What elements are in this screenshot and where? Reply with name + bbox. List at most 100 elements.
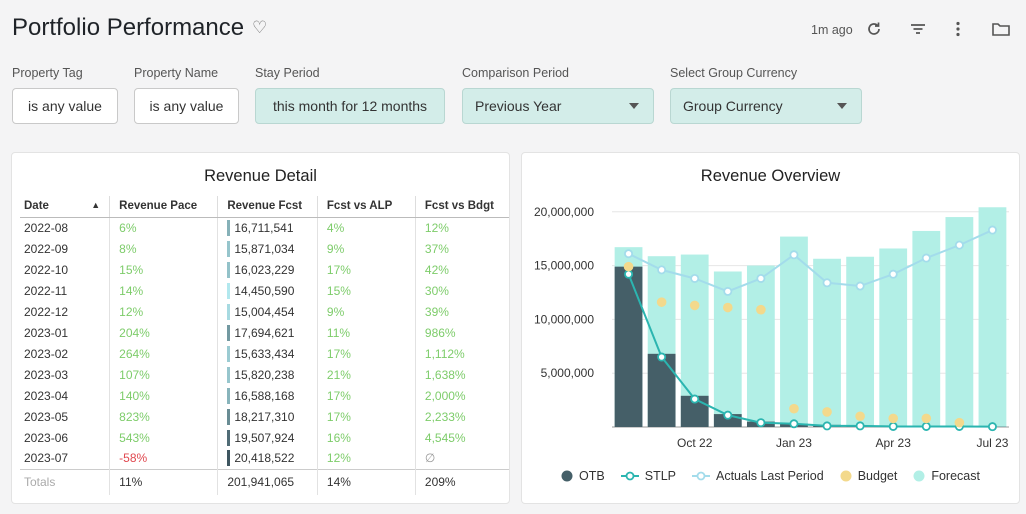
- actuals-last-period-point: [789, 250, 799, 260]
- legend-symbol: [561, 470, 573, 482]
- forecast-bar: [945, 217, 974, 427]
- legend-item[interactable]: STLP: [620, 469, 676, 483]
- header: Portfolio Performance ♡ 1m ago: [0, 0, 1026, 62]
- x-tick-label: Jul 23: [976, 436, 1008, 450]
- filter-label: Stay Period: [255, 66, 320, 80]
- actuals-last-period-point: [756, 273, 766, 283]
- fcst-bar: [227, 303, 231, 320]
- filter-label: Property Tag: [12, 66, 83, 80]
- cell-revenue-fcst-value: 16,711,541: [234, 220, 294, 235]
- cell-date: 2023-04: [24, 388, 69, 403]
- fcst-bar: [227, 366, 231, 383]
- page-title: Portfolio Performance: [12, 14, 245, 41]
- filter-label: Select Group Currency: [670, 66, 798, 80]
- legend-symbol: [620, 470, 639, 482]
- legend-item[interactable]: Budget: [840, 469, 897, 483]
- budget-point: [623, 261, 634, 272]
- table-row[interactable]: 2023-01 204% 17,694,621 11% 986%: [20, 322, 509, 343]
- group-currency-select[interactable]: Group Currency: [670, 88, 862, 124]
- filter-stay-period: Stay Period this month for 12 months: [255, 66, 445, 124]
- column-header-date[interactable]: Date ▲: [20, 196, 110, 218]
- cell-revenue-fcst-value: 16,588,168: [234, 388, 295, 403]
- fcst-bar: [227, 219, 231, 236]
- column-header-revenue-pace[interactable]: Revenue Pace: [109, 196, 218, 218]
- y-tick-label: 10,000,000: [534, 312, 594, 326]
- cell-revenue-pace: 543%: [109, 427, 218, 448]
- sort-ascending-icon[interactable]: ▲: [91, 200, 101, 211]
- revenue-overview-card: Revenue Overview 5,000,000 10,000,000 15,0…: [521, 152, 1020, 504]
- table-row[interactable]: 2022-10 15% 16,023,229 17% 42%: [20, 259, 509, 280]
- more-options-icon[interactable]: [948, 20, 968, 40]
- cell-fcst-vs-bdgt: 12%: [414, 217, 509, 238]
- cell-fcst-vs-bdgt: 30%: [414, 280, 509, 301]
- filter-comparison-period: Comparison Period Previous Year: [462, 66, 654, 124]
- table-row[interactable]: 2022-12 12% 15,004,454 9% 39%: [20, 301, 509, 322]
- cell-revenue-fcst: 16,588,168: [217, 385, 318, 406]
- stlp-point: [756, 418, 766, 428]
- cell-fcst-vs-alp: 17%: [316, 385, 416, 406]
- comparison-period-select[interactable]: Previous Year: [462, 88, 654, 124]
- fcst-bar: [227, 240, 231, 257]
- cell-fcst-vs-alp: 9%: [316, 238, 416, 259]
- table-row[interactable]: 2022-08 6% 16,711,541 4% 12%: [20, 217, 509, 238]
- legend-item[interactable]: OTB: [561, 469, 605, 483]
- y-tick-label: 15,000,000: [534, 259, 594, 273]
- folder-icon[interactable]: [990, 20, 1012, 40]
- fcst-bar: [227, 408, 231, 425]
- table-row[interactable]: 2023-05 823% 18,217,310 17% 2,233%: [20, 406, 509, 427]
- legend-symbol: [913, 470, 925, 482]
- property-name-input[interactable]: is any value: [134, 88, 239, 124]
- cell-revenue-fcst: 14,450,590: [217, 280, 318, 301]
- column-header-fcst-vs-bdgt[interactable]: Fcst vs Bdgt: [414, 196, 509, 218]
- actuals-last-period-point: [921, 253, 931, 263]
- table-row[interactable]: 2023-02 264% 15,633,434 17% 1,112%: [20, 343, 509, 364]
- refresh-icon[interactable]: [864, 20, 884, 40]
- cell-revenue-pace: 6%: [109, 217, 218, 238]
- actuals-last-period-point: [690, 273, 700, 283]
- y-tick-label: 5,000,000: [541, 366, 595, 380]
- last-updated-label: 1m ago: [811, 23, 853, 37]
- cell-fcst-vs-alp: 9%: [316, 301, 416, 322]
- table-row[interactable]: 2022-09 8% 15,871,034 9% 37%: [20, 238, 509, 259]
- stlp-point: [855, 421, 865, 431]
- cell-date: 2023-03: [24, 367, 69, 382]
- budget-point: [822, 407, 832, 417]
- cell-revenue-pace: -58%: [109, 448, 218, 469]
- cell-revenue-fcst-value: 16,023,229: [234, 262, 295, 277]
- column-header-fcst-vs-alp[interactable]: Fcst vs ALP: [316, 196, 416, 218]
- cell-date: 2023-06: [24, 430, 69, 445]
- cell-fcst-vs-bdgt: 39%: [414, 301, 509, 322]
- budget-point: [855, 411, 865, 422]
- stay-period-input[interactable]: this month for 12 months: [255, 88, 445, 124]
- forecast-bar: [780, 236, 808, 427]
- cell-revenue-pace: 12%: [109, 301, 218, 322]
- column-header-revenue-fcst[interactable]: Revenue Fcst: [217, 196, 318, 218]
- forecast-bar: [978, 207, 1007, 427]
- stlp-point: [789, 419, 799, 429]
- table-row[interactable]: 2023-06 543% 19,507,924 16% 4,545%: [20, 427, 509, 448]
- stlp-point: [723, 410, 733, 420]
- table-row[interactable]: 2023-03 107% 15,820,238 21% 1,638%: [20, 364, 509, 385]
- cell-revenue-pace: 15%: [109, 259, 218, 280]
- table-row[interactable]: 2023-04 140% 16,588,168 17% 2,000%: [20, 385, 509, 406]
- legend-symbol: [692, 470, 710, 482]
- fcst-bar: [227, 345, 231, 362]
- otb-bar: [614, 266, 643, 427]
- cell-fcst-vs-bdgt: ∅: [414, 448, 509, 469]
- legend-item[interactable]: Actuals Last Period: [692, 469, 824, 483]
- property-tag-input[interactable]: is any value: [12, 88, 118, 124]
- cell-fcst-vs-bdgt: 37%: [414, 238, 509, 259]
- revenue-detail-title: Revenue Detail: [204, 167, 317, 185]
- legend-label: STLP: [644, 469, 676, 483]
- cell-revenue-pace: 140%: [109, 385, 218, 406]
- cell-revenue-fcst: 17,694,621: [217, 322, 318, 343]
- table-row[interactable]: 2023-07 -58% 20,418,522 12% ∅: [20, 448, 509, 469]
- legend-item[interactable]: Forecast: [913, 469, 980, 483]
- table-row[interactable]: 2022-11 14% 14,450,590 15% 30%: [20, 280, 509, 301]
- filter-icon[interactable]: [908, 20, 928, 40]
- favorite-heart-icon[interactable]: ♡: [252, 18, 268, 37]
- cell-date: 2022-09: [24, 241, 69, 256]
- totals-label: Totals: [20, 468, 110, 495]
- otb-bar: [647, 353, 676, 427]
- cell-revenue-fcst: 15,871,034: [217, 238, 318, 259]
